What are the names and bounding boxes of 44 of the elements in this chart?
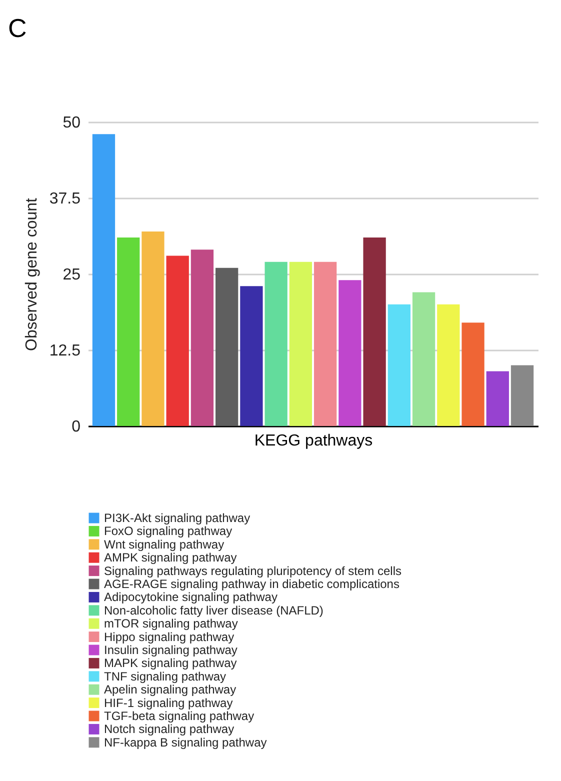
legend-label: Hippo signaling pathway xyxy=(104,630,234,644)
bar xyxy=(363,238,386,426)
bar xyxy=(92,134,116,426)
bar xyxy=(166,256,189,426)
legend-label: Signaling pathways regulating pluripotency of stem cells xyxy=(104,564,402,578)
bar xyxy=(117,238,140,426)
legend-label: NF-kappa B signaling pathway xyxy=(104,735,267,750)
legend-label: TGF-beta signaling pathway xyxy=(104,709,254,723)
legend-label: HIF-1 signaling pathway xyxy=(104,696,233,710)
bar xyxy=(264,262,288,426)
y-axis-title: Observed gene count xyxy=(23,197,40,351)
x-axis-title: KEGG pathways xyxy=(254,432,373,450)
y-tick-label: 50 xyxy=(62,114,81,132)
bar xyxy=(388,304,410,426)
legend-label: Adipocytokine signaling pathway xyxy=(104,590,278,604)
y-tick-label: 37.5 xyxy=(49,190,81,208)
bar xyxy=(510,365,534,426)
bar xyxy=(314,262,337,426)
y-tick-label: 25 xyxy=(62,266,81,284)
bar xyxy=(412,292,436,426)
bar xyxy=(338,280,362,426)
legend-label: AGE-RAGE signaling pathway in diabetic complications xyxy=(104,577,400,591)
y-tick-label: 0 xyxy=(72,418,81,436)
legend-label: PI3K-Akt signaling pathway xyxy=(104,511,250,525)
legend-label: Apelin signaling pathway xyxy=(104,682,236,697)
legend-label: Notch signaling pathway xyxy=(104,722,234,736)
legend-label: TNF signaling pathway xyxy=(104,669,226,684)
bar xyxy=(190,250,214,426)
legend-label: Wnt signaling pathway xyxy=(104,537,224,552)
bar xyxy=(289,262,312,426)
y-tick-label: 12.5 xyxy=(49,342,81,360)
bar xyxy=(462,322,484,426)
bar xyxy=(486,371,509,426)
legend-label: AMPK signaling pathway xyxy=(104,550,237,565)
bar xyxy=(216,268,238,426)
chart-title: C xyxy=(8,13,27,43)
legend-label: Non-alcoholic fatty liver disease (NAFLD) xyxy=(104,603,324,618)
legend-label: MAPK signaling pathway xyxy=(104,656,237,670)
bar xyxy=(142,231,164,426)
legend-label: mTOR signaling pathway xyxy=(104,616,238,631)
bar xyxy=(437,304,460,426)
bar xyxy=(240,286,263,426)
legend-label: Insulin signaling pathway xyxy=(104,643,238,657)
legend-label: FoxO signaling pathway xyxy=(104,524,232,538)
